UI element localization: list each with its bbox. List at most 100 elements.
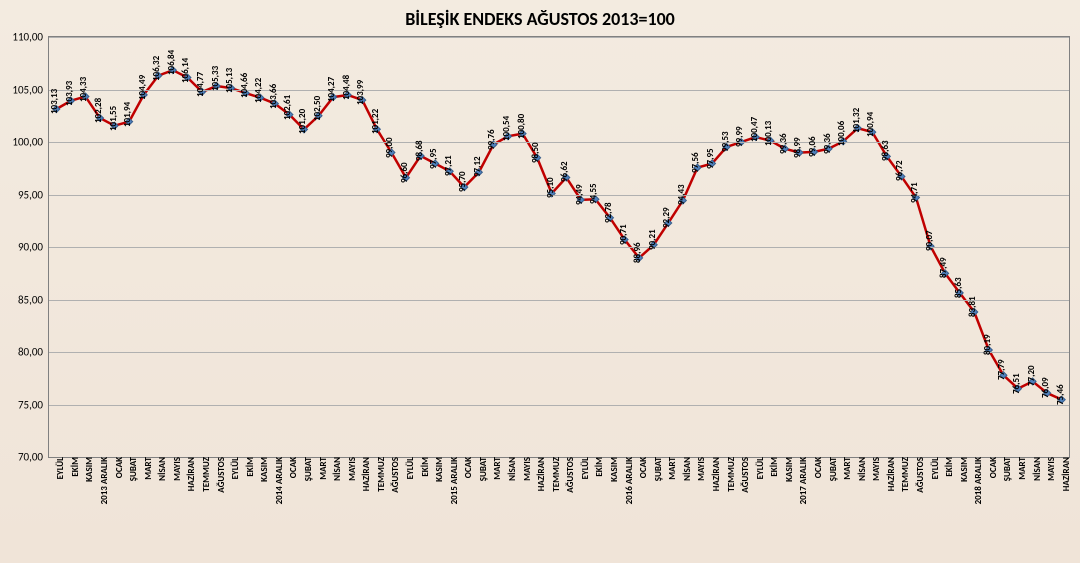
x-tick-label: AĞUSTOS [738,457,751,493]
data-label: 104,49 [137,75,148,100]
x-tick-label: KASIM [82,457,95,482]
data-label: 75,46 [1055,384,1066,405]
x-tick-label: EKİM [592,457,605,477]
x-tick-label: EKİM [767,457,780,477]
x-tick-label: HAZİRAN [709,457,722,491]
data-label: 94,49 [574,184,585,205]
data-label: 80,19 [982,334,993,355]
data-label: 103,66 [268,83,279,108]
x-tick-label: OCAK [286,457,299,478]
data-label: 99,36 [822,133,833,154]
data-label: 104,48 [341,75,352,100]
x-tick-label: AĞUSTOS [388,457,401,493]
x-tick-label: MART [665,457,678,480]
x-tick-label: TEMMUZ [898,457,911,492]
data-label: 101,55 [108,106,119,131]
data-label: 96,62 [559,162,570,183]
data-label: 100,54 [501,116,512,141]
x-tick-label: MAYIS [1044,457,1057,481]
data-label: 76,09 [1040,377,1051,398]
x-tick-label: MART [316,457,329,480]
data-label: 103,93 [64,81,75,106]
x-tick-label: TEMMUZ [724,457,737,492]
x-tick-label: 2016 ARALIK [622,457,635,504]
x-tick-label: ŞUBAT [476,457,489,481]
data-label: 105,33 [210,66,221,91]
x-tick-label: EKİM [68,457,81,477]
y-tick-label: 100,00 [12,136,49,149]
data-label: 92,78 [603,202,614,223]
plot-area: 70,0075,0080,0085,0090,0095,00100,00105,… [48,36,1070,458]
y-tick-label: 80,00 [18,346,49,359]
x-tick-label: MART [490,457,503,480]
x-tick-label: KASIM [607,457,620,482]
y-tick-label: 85,00 [18,293,49,306]
series-line [56,70,1061,399]
data-label: 100,13 [763,120,774,145]
y-tick-label: 75,00 [18,398,49,411]
x-tick-label: TEMMUZ [549,457,562,492]
x-tick-label: MAYIS [520,457,533,481]
x-tick-label: EYLÜL [928,457,941,479]
gridline [49,300,1069,301]
x-tick-label: NİSAN [680,457,693,481]
data-label: 100,47 [749,117,760,142]
x-tick-label: HAZİRAN [884,457,897,491]
data-label: 106,14 [180,57,191,82]
data-label: 98,68 [414,140,425,161]
x-tick-label: KASIM [957,457,970,482]
x-tick-label: OCAK [461,457,474,478]
data-label: 103,13 [49,89,60,114]
x-tick-label: ŞUBAT [301,457,314,481]
gridline [49,37,1069,38]
x-tick-label: NİSAN [505,457,518,481]
data-label: 96,72 [894,161,905,182]
x-tick-label: KASIM [782,457,795,482]
data-label: 96,60 [399,162,410,183]
x-tick-label: HAZİRAN [184,457,197,491]
chart-container: BİLEŞİK ENDEKS AĞUSTOS 2013=100 70,0075,… [0,0,1080,563]
data-label: 104,66 [239,73,250,98]
data-label: 99,36 [778,133,789,154]
gridline [49,352,1069,353]
x-tick-label: KASIM [432,457,445,482]
x-tick-label: TEMMUZ [374,457,387,492]
data-label: 97,21 [443,156,454,177]
x-tick-label: ŞUBAT [826,457,839,481]
data-label: 97,95 [705,148,716,169]
x-tick-label: 2017 ARALIK [796,457,809,504]
x-tick-label: MART [1015,457,1028,480]
x-tick-label: EYLÜL [753,457,766,479]
data-label: 88,96 [632,242,643,263]
y-tick-label: 110,00 [12,31,49,44]
data-label: 103,99 [355,80,366,105]
x-tick-label: MAYIS [170,457,183,481]
data-label: 102,50 [312,96,323,121]
data-label: 104,33 [78,76,89,101]
x-tick-label: HAZİRAN [1059,457,1072,491]
data-label: 100,80 [516,113,527,138]
y-tick-label: 70,00 [18,451,49,464]
data-label: 83,81 [967,296,978,317]
data-label: 99,00 [384,137,395,158]
data-label: 100,94 [865,112,876,137]
data-label: 99,06 [807,136,818,157]
data-label: 98,99 [792,137,803,158]
x-tick-label: TEMMUZ [199,457,212,492]
x-tick-label: AĞUSTOS [214,457,227,493]
data-label: 94,55 [588,184,599,205]
data-label: 77,79 [996,360,1007,381]
x-tick-label: 2018 ARALIK [971,457,984,504]
data-label: 97,56 [690,152,701,173]
data-label: 95,70 [457,172,468,193]
data-label: 98,50 [530,142,541,163]
data-label: 104,77 [195,72,206,97]
data-label: 97,12 [472,157,483,178]
x-tick-label: EYLÜL [403,457,416,479]
x-tick-label: AĞUSTOS [563,457,576,493]
x-tick-label: 2015 ARALIK [447,457,460,504]
x-tick-label: HAZİRAN [359,457,372,491]
x-tick-label: 2013 ARALIK [97,457,110,504]
x-tick-label: EKİM [942,457,955,477]
data-label: 101,32 [851,108,862,133]
